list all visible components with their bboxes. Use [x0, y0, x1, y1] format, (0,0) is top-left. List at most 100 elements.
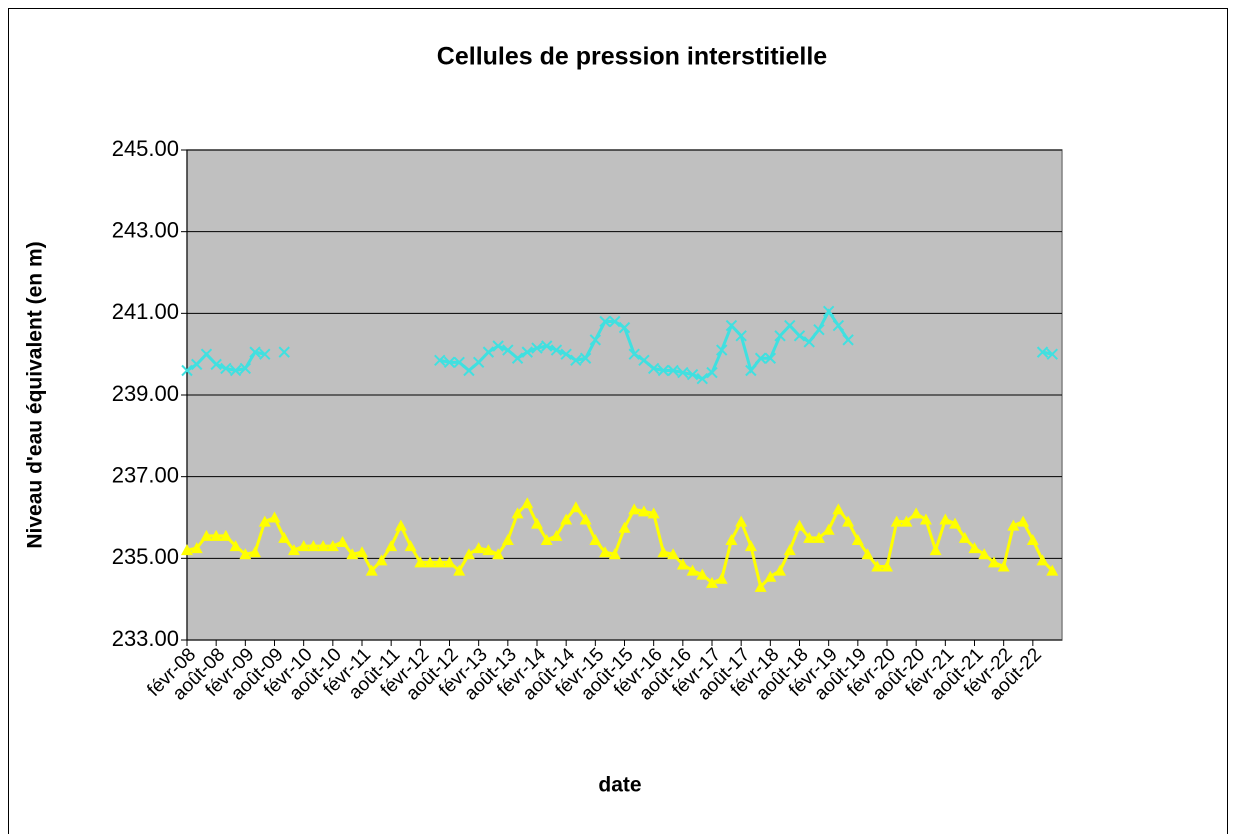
y-tick-label: 241.00	[112, 299, 179, 324]
marker	[958, 531, 971, 543]
marker	[385, 540, 398, 552]
marker	[900, 515, 913, 527]
marker	[842, 515, 855, 527]
marker	[589, 334, 602, 346]
marker	[949, 517, 962, 529]
marker	[239, 362, 252, 375]
marker	[686, 564, 699, 576]
marker	[249, 546, 262, 558]
marker	[608, 548, 621, 560]
marker	[317, 540, 330, 552]
marker	[822, 305, 835, 317]
marker	[453, 564, 466, 576]
marker	[239, 548, 252, 560]
y-tick-label: 233.00	[112, 626, 179, 651]
marker	[443, 556, 456, 568]
marker	[706, 366, 718, 379]
marker	[210, 358, 222, 371]
marker	[628, 348, 640, 360]
marker	[521, 497, 534, 509]
marker	[599, 315, 611, 328]
marker	[375, 554, 388, 566]
marker	[822, 523, 835, 535]
marker	[453, 356, 465, 369]
marker	[754, 580, 767, 592]
marker	[1017, 515, 1030, 527]
marker	[589, 533, 602, 545]
marker	[560, 513, 573, 525]
marker	[287, 544, 300, 556]
marker	[774, 330, 786, 342]
y-tick-label: 235.00	[112, 544, 179, 569]
marker	[735, 515, 748, 527]
y-tick-label: 243.00	[112, 217, 179, 242]
marker	[735, 330, 747, 342]
marker	[647, 362, 660, 375]
marker	[793, 330, 806, 342]
marker	[861, 548, 874, 560]
marker	[890, 515, 903, 527]
marker	[540, 533, 553, 545]
marker	[278, 531, 291, 543]
marker	[968, 542, 981, 554]
marker	[307, 540, 320, 552]
marker	[696, 568, 709, 580]
marker	[229, 364, 242, 377]
marker	[716, 344, 728, 356]
marker	[686, 368, 699, 381]
marker	[541, 340, 553, 352]
marker	[220, 362, 232, 375]
marker	[190, 542, 203, 554]
y-tick-label: 245.00	[112, 136, 179, 161]
y-tick-label: 239.00	[112, 381, 179, 406]
marker	[1046, 564, 1059, 576]
y-tick-label: 237.00	[112, 462, 179, 487]
marker	[939, 513, 952, 525]
marker	[871, 560, 884, 572]
marker	[978, 548, 991, 560]
marker	[832, 503, 845, 515]
marker	[531, 342, 543, 354]
marker	[326, 540, 339, 552]
marker	[521, 346, 533, 358]
marker	[638, 354, 650, 366]
marker	[929, 544, 942, 556]
marker	[346, 548, 359, 560]
marker	[677, 366, 689, 379]
marker	[754, 352, 767, 364]
marker	[881, 560, 893, 572]
marker	[744, 540, 757, 552]
marker	[511, 507, 524, 519]
marker	[259, 348, 271, 360]
marker	[745, 364, 757, 377]
marker	[336, 536, 349, 547]
marker	[200, 529, 213, 541]
marker	[910, 507, 923, 519]
marker	[618, 321, 631, 334]
marker	[783, 544, 796, 556]
marker	[462, 548, 475, 560]
marker	[725, 533, 738, 545]
marker	[1036, 346, 1049, 358]
marker	[492, 340, 504, 352]
marker	[181, 544, 193, 556]
marker	[667, 364, 679, 377]
marker	[618, 521, 631, 533]
marker	[813, 323, 825, 336]
marker	[560, 348, 572, 360]
marker	[657, 546, 670, 558]
marker	[764, 352, 777, 364]
marker	[550, 344, 563, 356]
marker	[502, 344, 514, 356]
marker	[579, 352, 592, 364]
marker	[501, 533, 514, 545]
marker	[774, 564, 787, 576]
marker	[842, 334, 854, 346]
marker	[414, 556, 427, 568]
marker	[919, 513, 932, 525]
marker	[511, 352, 524, 364]
marker	[599, 546, 612, 558]
marker	[356, 546, 368, 558]
marker	[1007, 519, 1020, 531]
